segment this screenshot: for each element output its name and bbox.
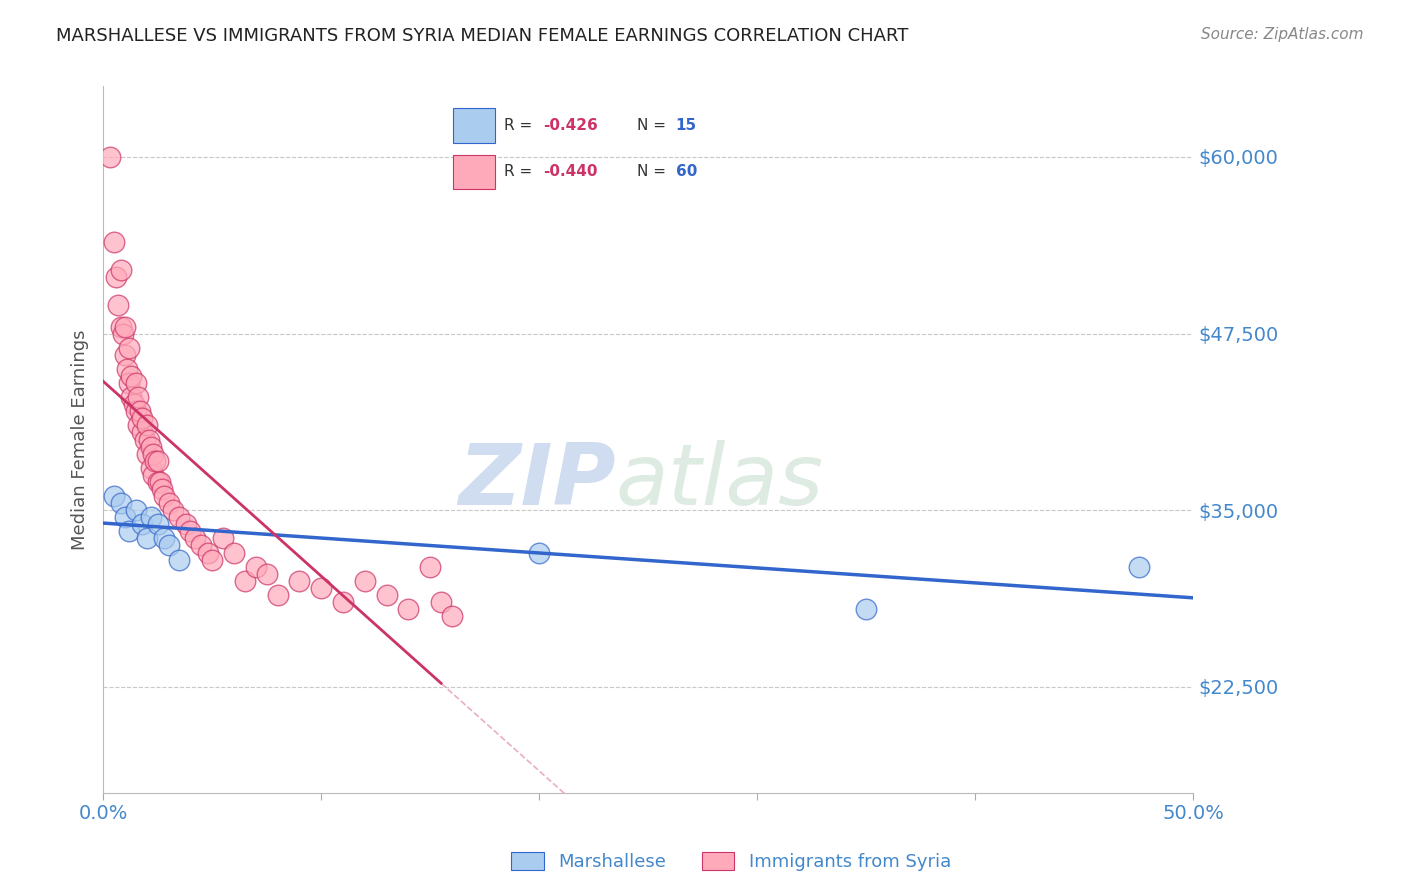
Point [129, 404, 152, 418]
Legend: Marshallese, Immigrants from Syria: Marshallese, Immigrants from Syria [503, 845, 959, 879]
Point [139, 510, 162, 524]
Point [266, 588, 288, 602]
Text: R =: R = [505, 118, 537, 133]
Text: -0.426: -0.426 [543, 118, 598, 133]
Text: R =: R = [505, 164, 537, 179]
Point [169, 510, 191, 524]
Point [135, 532, 157, 546]
Point [440, 609, 463, 624]
Point [142, 447, 165, 461]
Point [157, 539, 180, 553]
Point [121, 390, 143, 404]
Text: N =: N = [637, 118, 671, 133]
Point [125, 503, 148, 517]
FancyBboxPatch shape [453, 109, 495, 143]
Point [353, 574, 375, 588]
Point [309, 581, 332, 595]
Text: N =: N = [637, 164, 671, 179]
Point [127, 418, 149, 433]
Point [169, 552, 191, 566]
Text: 60: 60 [676, 164, 697, 179]
Point [135, 418, 157, 433]
Point [153, 489, 176, 503]
Point [122, 397, 145, 411]
Point [105, 270, 128, 285]
Point [212, 532, 235, 546]
Point [118, 341, 141, 355]
Point [114, 319, 136, 334]
Point [107, 298, 129, 312]
Point [121, 368, 143, 383]
Point [430, 595, 453, 609]
Point [139, 440, 162, 454]
Point [256, 566, 278, 581]
Point [115, 362, 138, 376]
Point [233, 574, 256, 588]
Point [183, 532, 205, 546]
Point [145, 453, 167, 467]
Point [110, 319, 132, 334]
Point [135, 447, 157, 461]
Point [111, 326, 134, 341]
Point [190, 539, 212, 553]
Point [332, 595, 354, 609]
Text: -0.440: -0.440 [543, 164, 598, 179]
Point [146, 517, 169, 532]
Point [855, 602, 877, 616]
Point [127, 390, 149, 404]
Point [139, 460, 162, 475]
Point [134, 433, 156, 447]
Point [131, 517, 153, 532]
Point [114, 348, 136, 362]
Point [179, 524, 201, 539]
Point [103, 489, 125, 503]
Point [103, 235, 125, 249]
Text: Source: ZipAtlas.com: Source: ZipAtlas.com [1201, 27, 1364, 42]
Text: atlas: atlas [616, 441, 824, 524]
Point [142, 467, 165, 482]
Point [150, 482, 173, 496]
Point [118, 524, 141, 539]
Point [162, 503, 184, 517]
Point [114, 510, 136, 524]
Point [288, 574, 311, 588]
Point [157, 496, 180, 510]
Point [125, 404, 148, 418]
Point [1128, 559, 1150, 574]
Point [529, 545, 551, 559]
Point [146, 475, 169, 489]
Point [153, 532, 176, 546]
Point [125, 376, 148, 390]
Point [146, 453, 169, 467]
Point [138, 433, 160, 447]
Point [174, 517, 197, 532]
Text: ZIP: ZIP [458, 441, 616, 524]
Point [98, 150, 121, 164]
Point [149, 475, 172, 489]
Text: MARSHALLESE VS IMMIGRANTS FROM SYRIA MEDIAN FEMALE EARNINGS CORRELATION CHART: MARSHALLESE VS IMMIGRANTS FROM SYRIA MED… [56, 27, 908, 45]
Point [375, 588, 398, 602]
Text: 15: 15 [676, 118, 697, 133]
Y-axis label: Median Female Earnings: Median Female Earnings [72, 329, 89, 549]
Point [245, 559, 267, 574]
Point [396, 602, 419, 616]
Point [222, 545, 245, 559]
Point [110, 263, 132, 277]
Point [197, 545, 219, 559]
Point [419, 559, 441, 574]
Point [201, 552, 224, 566]
Point [118, 376, 141, 390]
Point [131, 425, 153, 440]
FancyBboxPatch shape [453, 154, 495, 189]
Point [110, 496, 132, 510]
Point [131, 411, 153, 425]
